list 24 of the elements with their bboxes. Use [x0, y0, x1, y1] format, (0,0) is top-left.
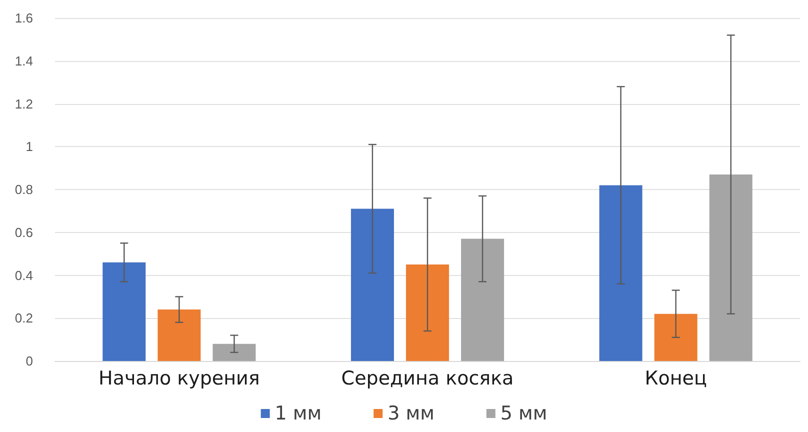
bar — [212, 344, 256, 361]
x-tick-label: Начало курения — [98, 368, 260, 390]
y-tick-label: 0.2 — [14, 310, 33, 326]
legend-label: 1 мм — [274, 402, 322, 424]
bar — [406, 264, 449, 361]
y-tick-label: 1.4 — [14, 53, 33, 68]
y-tick-label: 0.4 — [14, 268, 33, 283]
bar — [461, 238, 504, 361]
y-tick-label: 0 — [26, 354, 33, 368]
y-tick-label: 1.2 — [14, 96, 33, 112]
y-tick-label: 1 — [26, 139, 33, 154]
bar — [599, 185, 642, 361]
x-tick-label: Середина косяка — [341, 368, 514, 390]
bar — [654, 314, 698, 361]
bar — [158, 310, 201, 361]
x-tick-label: Конец — [644, 368, 707, 390]
legend-label: 3 мм — [388, 402, 434, 424]
y-tick-label: 0.6 — [14, 224, 33, 240]
bar — [709, 174, 752, 361]
bar — [350, 208, 394, 361]
bar — [102, 262, 146, 361]
y-tick-label: 1.6 — [14, 10, 33, 26]
y-tick-label: 0.8 — [14, 182, 33, 197]
legend-label: 5 мм — [500, 402, 548, 424]
